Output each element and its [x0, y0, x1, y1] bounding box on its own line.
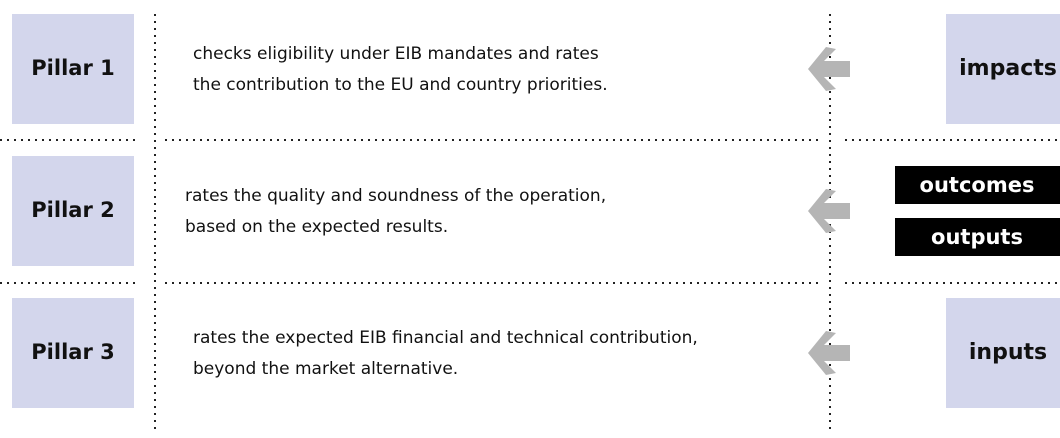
result-label: impacts: [959, 56, 1057, 81]
description: the contribution to the EU and country p…: [193, 75, 608, 95]
description: based on the expected results.: [185, 217, 448, 237]
arrow: [808, 189, 850, 233]
pillar-box: [12, 156, 134, 266]
result-label: inputs: [969, 340, 1047, 365]
result-label: outcomes: [920, 173, 1035, 197]
description: rates the expected EIB financial and tec…: [193, 328, 698, 348]
result-box: [946, 14, 1060, 124]
pillar-box: [12, 14, 134, 124]
arrow: [808, 47, 850, 91]
description: beyond the market alternative.: [193, 359, 458, 379]
description: rates the quality and soundness of the o…: [185, 186, 606, 206]
result-box: [895, 218, 1060, 256]
arrow: [808, 331, 850, 375]
pillar-box: [12, 298, 134, 408]
result-box: [946, 298, 1060, 408]
pillar-label: Pillar 3: [31, 340, 114, 364]
result-box: [895, 166, 1060, 204]
result-label: outputs: [931, 225, 1023, 249]
pillar-label: Pillar 1: [31, 56, 114, 80]
description: checks eligibility under EIB mandates an…: [193, 44, 599, 64]
pillar-label: Pillar 2: [31, 198, 114, 222]
